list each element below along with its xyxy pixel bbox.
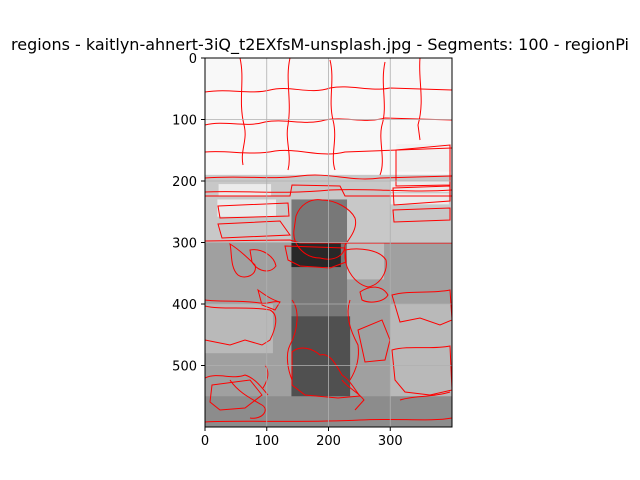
- chart-title: regions - kaitlyn-ahnert-3iQ_t2EXfsM-uns…: [11, 35, 629, 55]
- region-4: [218, 184, 272, 197]
- y-tick-label: 500: [172, 360, 197, 375]
- region-5: [390, 193, 449, 205]
- region-6: [390, 181, 449, 193]
- x-axis: 0 100 200 300: [201, 427, 403, 449]
- y-tick-label: 200: [172, 175, 197, 190]
- y-tick-label: 100: [172, 114, 197, 129]
- x-tick-label: 200: [316, 434, 341, 449]
- y-tick-label: 0: [189, 52, 197, 67]
- segment-boundaries: [205, 58, 452, 423]
- region-8: [205, 304, 273, 354]
- region-3: [217, 199, 277, 217]
- x-tick-label: 0: [201, 434, 209, 449]
- y-tick-label: 400: [172, 298, 197, 313]
- region-13: [347, 242, 385, 280]
- y-axis: 0 100 200 300 400 500: [172, 52, 205, 375]
- x-tick-label: 100: [254, 434, 279, 449]
- y-tick-label: 300: [172, 237, 197, 252]
- x-tick-label: 300: [378, 434, 403, 449]
